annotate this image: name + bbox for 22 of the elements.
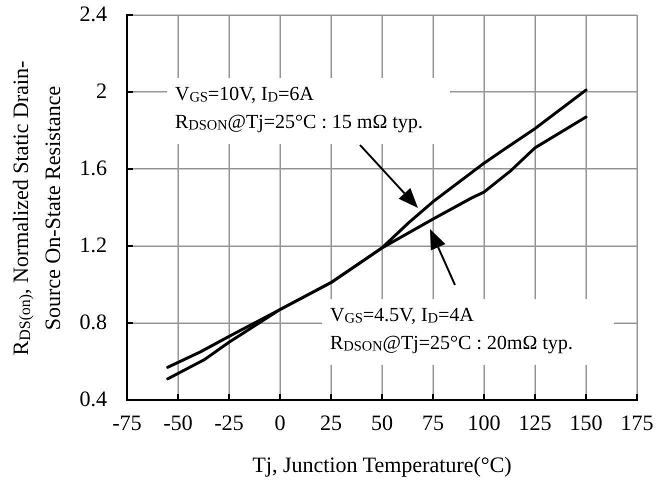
y-tick-label: 0.4 (80, 386, 107, 411)
x-tick-label: 25 (320, 410, 342, 435)
x-tick-label: 50 (371, 410, 393, 435)
y-tick-label: 1.2 (80, 232, 107, 257)
x-tick-label: 125 (518, 410, 552, 435)
x-axis-title: Tj, Junction Temperature(°C) (252, 452, 512, 478)
x-tick-label: 0 (274, 410, 286, 435)
y-tick-label: 0.8 (80, 308, 107, 334)
annotation: V$_{GS}$=4.5V, I$_{D}$=4A (330, 303, 474, 329)
x-tick-label: 175 (620, 410, 654, 435)
x-tick-label: 75 (422, 410, 444, 435)
annotation: R$_{DSON}$@Tj=25°C : 15 mΩ typ. (175, 110, 423, 136)
y-tick-label: 2.4 (80, 0, 107, 26)
x-tick-label: -50 (163, 410, 193, 435)
annotation: R$_{DSON}$@Tj=25°C : 20mΩ typ. (330, 331, 573, 357)
y-tick-label: 2 (96, 78, 107, 103)
x-tick-label: 150 (570, 410, 602, 435)
x-tick-label: -25 (214, 410, 244, 435)
x-tick-label: 100 (468, 410, 500, 435)
x-tick-label: -75 (112, 410, 142, 435)
annotation: V$_{GS}$=10V, I$_{D}$=6A (175, 82, 314, 108)
y-tick-label: 1.6 (80, 154, 107, 180)
